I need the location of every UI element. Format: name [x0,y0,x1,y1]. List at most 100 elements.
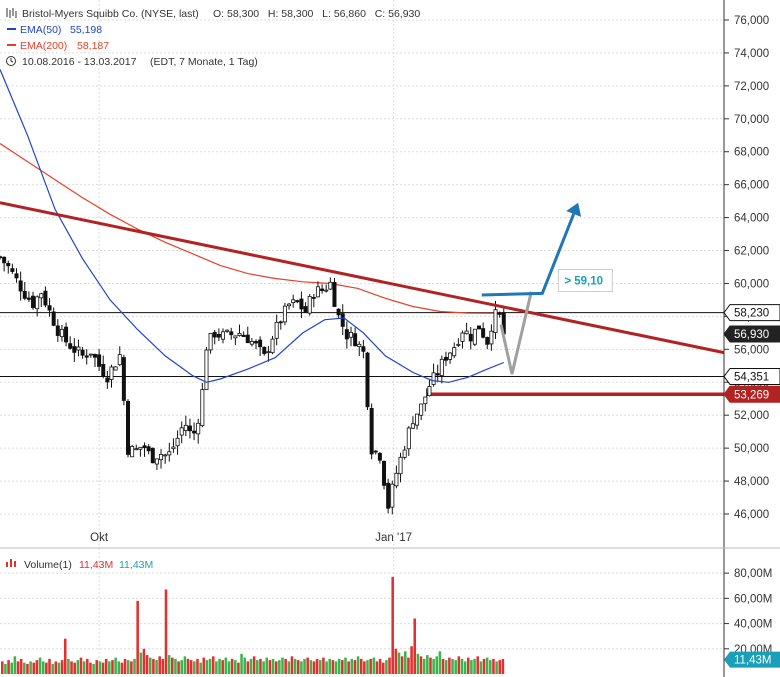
volume-bar [485,657,489,674]
candle-body [216,333,221,338]
volume-bar [501,658,505,674]
candle-body [146,446,151,452]
volume-bar [378,658,382,674]
ema50-value: 55,198 [70,24,102,36]
candle-body [357,343,362,348]
volume-bar [189,660,193,674]
volume-bar [111,660,114,674]
candle-body [365,352,370,408]
y-tick-label: 56,000 [734,344,769,356]
volume-y-tick-label: 40,00M [734,619,772,631]
y-tick-label: 52,000 [734,410,769,422]
candle-body [233,335,238,339]
candle-body [92,354,97,358]
candle-body [31,295,36,308]
volume-bar [139,652,143,674]
volume-bar [183,656,187,674]
volume-bar [167,655,171,674]
candle-body [97,354,102,367]
candle-body [291,299,296,303]
price-tag-box [723,325,780,343]
y-tick-label: 64,000 [734,213,769,225]
volume-bar [432,658,435,674]
candle-body [59,328,64,338]
volume-bar [199,662,202,674]
volume-bar [344,657,347,674]
volume-bar [215,661,218,674]
volume-bar [466,657,470,674]
volume-bar [287,661,291,674]
volume-bar [394,648,398,674]
ema50-label: EMA(50) [20,24,61,36]
volume-bar [435,656,439,674]
candle-body [328,281,333,290]
candles [0,255,506,515]
price-tag-label: 54,351 [734,371,769,383]
ohlc-values: O: 58,300 H: 58,300 L: 56,860 C: 56,930 [213,8,420,20]
candle-body [332,282,337,307]
volume-bar [104,658,108,674]
candle-body [274,321,279,339]
candle-body [121,357,126,401]
candle-body [126,401,131,455]
y-tick-label: 48,000 [734,476,769,488]
candle-body [47,305,52,311]
volume-bar [463,661,467,674]
y-tick-label: 60,000 [734,278,769,290]
volume-bar [98,661,102,674]
volume-bar [48,658,51,674]
price-tag-label: 56,930 [734,329,769,341]
target-annotation: > 59,10 [557,268,613,292]
volume-bar [293,658,297,674]
candle-body [402,449,407,458]
ema200-polyline [0,142,504,314]
volume-bar [375,661,379,674]
volume-bar [133,658,136,674]
volume-bar [35,660,39,674]
volume-bar [457,656,461,674]
x-tick-label: Jan '17 [375,532,412,544]
candle-body [299,298,304,310]
candle-body [179,427,184,436]
volume-bar [366,660,369,674]
volume-bar [123,658,127,674]
candle-body [163,454,168,457]
volume-bar [372,657,376,674]
volume-bar [482,658,486,674]
candle-body [55,325,60,336]
candle-body [0,256,3,259]
volume-label: Volume(1) [24,559,72,571]
volume-bar [230,658,234,674]
candle-body [159,454,164,461]
volume-bar [303,658,306,674]
candle-body [117,354,122,366]
clock-icon [6,56,16,66]
ema50-line [0,69,505,383]
volume-bar [448,657,451,674]
volume-bar [369,658,372,674]
candle-body [448,352,453,360]
volume-bar [7,660,10,674]
volume-bar [218,658,221,674]
candle-body [344,329,349,340]
volume-bar [19,658,23,674]
volume-bar [400,656,404,674]
volume-bar [136,600,139,674]
volume-bar [73,662,76,674]
volume-bar [454,660,457,674]
volume-bar [23,662,26,674]
price-tag-label: 53,269 [734,389,769,401]
candle-body [26,297,31,300]
volume-bar [498,660,502,674]
chart-header: Bristol-Myers Squibb Co. (NYSE, last) O:… [6,8,420,68]
candle-body [229,331,234,336]
candle-body [192,430,197,434]
volume-bar [108,661,111,674]
volume-bar [473,658,476,674]
candle-body [439,358,444,376]
candle-body [80,349,85,356]
candle-body [237,333,242,336]
volume-bar [243,657,246,674]
